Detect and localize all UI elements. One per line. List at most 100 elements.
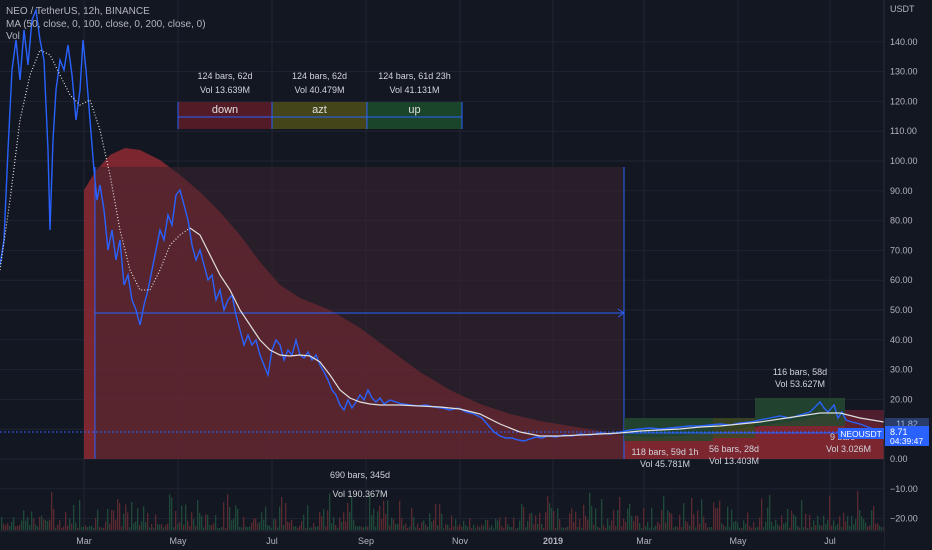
volume-bar	[119, 502, 121, 530]
volume-bar	[667, 510, 669, 530]
symbol-badge[interactable]	[838, 428, 884, 439]
volume-bar	[703, 516, 705, 530]
measure-box-3[interactable]	[713, 418, 755, 438]
volume-bar	[35, 524, 37, 530]
volume-bar	[761, 498, 763, 530]
volume-bar	[443, 528, 445, 530]
volume-bar	[163, 527, 165, 530]
volume-bar	[873, 506, 875, 530]
volume-bar	[799, 527, 801, 530]
volume-bar	[555, 527, 557, 530]
volume-bar	[743, 520, 745, 530]
volume-bar	[325, 526, 327, 530]
volume-bar	[17, 525, 19, 530]
volume-bar	[349, 511, 351, 530]
volume-bar	[431, 521, 433, 530]
volume-bar	[237, 508, 239, 530]
volume-bar	[597, 526, 599, 530]
volume-bar	[495, 518, 497, 530]
volume-bar	[473, 524, 475, 530]
price-series-line[interactable]	[0, 7, 885, 442]
current-price-tag[interactable]	[885, 426, 929, 446]
volume-legend[interactable]: Vol	[6, 31, 20, 42]
volume-bar	[249, 526, 251, 530]
volume-bar	[367, 526, 369, 530]
volume-bar	[549, 503, 551, 530]
volume-bar	[171, 497, 173, 530]
measure-box-5[interactable]	[845, 410, 884, 432]
volume-bar	[865, 522, 867, 530]
volume-bar	[657, 521, 659, 530]
volume-bar	[393, 519, 395, 530]
volume-bar	[751, 527, 753, 530]
volume-bar	[783, 523, 785, 530]
volume-bar	[529, 513, 531, 530]
volume-bar	[211, 525, 213, 530]
volume-bar	[235, 505, 237, 530]
volume-bar	[603, 525, 605, 530]
volume-bar	[275, 519, 277, 530]
volume-bar	[517, 527, 519, 530]
volume-bar	[305, 527, 307, 530]
volume-bar	[821, 525, 823, 530]
volume-bar	[267, 524, 269, 530]
volume-bar	[817, 515, 819, 530]
volume-bar	[31, 511, 33, 530]
volume-bar	[111, 509, 113, 530]
volume-bar	[735, 520, 737, 530]
volume-bar	[25, 520, 27, 530]
volume-bar	[179, 522, 181, 530]
range-bars-label: 124 bars, 61d 23h	[378, 71, 451, 81]
volume-bar	[491, 524, 493, 530]
volume-bar	[297, 527, 299, 530]
volume-bar	[863, 518, 865, 530]
volume-bar	[669, 512, 671, 530]
volume-bar	[3, 523, 5, 530]
upper-price-tag	[885, 418, 929, 429]
volume-bar	[415, 527, 417, 530]
volume-bar	[103, 527, 105, 530]
price-axis-label: −10.00	[890, 484, 918, 494]
range-box-up[interactable]	[367, 102, 462, 129]
volume-bar	[609, 525, 611, 530]
volume-bar	[115, 519, 117, 530]
volume-bar	[27, 517, 29, 530]
volume-bar	[519, 520, 521, 530]
volume-bar	[571, 508, 573, 530]
range-box-down[interactable]	[178, 102, 272, 129]
volume-bar	[167, 523, 169, 530]
volume-bar	[313, 522, 315, 530]
volume-bar	[69, 518, 71, 530]
price-axis-label: 20.00	[890, 394, 913, 404]
volume-bar	[839, 516, 841, 530]
symbol-legend[interactable]: NEO / TetherUS, 12h, BINANCE	[6, 6, 150, 17]
volume-bar	[63, 526, 65, 530]
volume-bar	[539, 513, 541, 530]
volume-bar	[637, 515, 639, 530]
volume-bar	[879, 525, 881, 530]
volume-bar	[857, 490, 859, 530]
volume-bar	[763, 527, 765, 530]
volume-bar	[55, 527, 57, 530]
volume-bar	[369, 495, 371, 530]
volume-bar	[433, 519, 435, 530]
price-axis-label: 140.00	[890, 37, 918, 47]
volume-bar	[191, 512, 193, 530]
range-bars-label: 124 bars, 62d	[197, 71, 252, 81]
volume-bar	[437, 525, 439, 530]
price-axis-label: 0.00	[890, 454, 908, 464]
measure-box-4[interactable]	[755, 398, 845, 426]
volume-bar	[375, 526, 377, 530]
volume-bar	[303, 514, 305, 530]
volume-bar	[265, 506, 267, 530]
volume-bar	[99, 526, 101, 530]
range-box-azt[interactable]	[272, 102, 367, 129]
volume-bar	[361, 526, 363, 530]
ma-legend[interactable]: MA (50, close, 0, 100, close, 0, 200, cl…	[6, 19, 206, 30]
volume-bar	[683, 503, 685, 530]
volume-bar	[109, 523, 111, 530]
volume-bar	[41, 515, 43, 530]
volume-bar	[567, 526, 569, 530]
